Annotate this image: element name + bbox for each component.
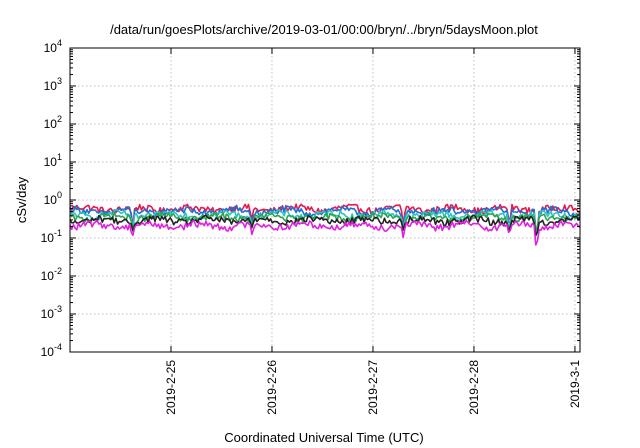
y-tick-exponent: -4 <box>54 342 62 352</box>
y-tick-label: 10-3 <box>41 304 62 321</box>
y-tick-exponent: -1 <box>54 228 62 238</box>
x-axis: 2019-2-25 2019-2-26 2019-2-27 2019-2-28 2019… <box>164 48 582 415</box>
y-tick-exponent: -2 <box>54 266 62 276</box>
data-series-line <box>69 209 581 233</box>
x-tick-label: 2019-2-26 <box>265 360 279 415</box>
y-tick-exponent: 2 <box>57 114 62 124</box>
y-tick-label: 104 <box>44 38 62 55</box>
y-tick-label: 10-1 <box>41 228 62 245</box>
grid <box>70 48 580 352</box>
y-tick-label: 10-4 <box>41 342 62 359</box>
y-tick-label: 101 <box>44 152 62 169</box>
y-tick-exponent: 4 <box>57 38 62 48</box>
data-series-line <box>69 211 581 233</box>
x-tick-label: 2019-3-1 <box>568 360 582 408</box>
y-tick-label: 100 <box>44 190 62 207</box>
data-series-line <box>69 203 581 230</box>
data-series-line <box>69 219 581 246</box>
x-tick-label: 2019-2-25 <box>164 360 178 415</box>
data-series-line <box>69 214 581 237</box>
x-tick-label: 2019-2-28 <box>467 360 481 415</box>
y-tick-exponent: -3 <box>54 304 62 314</box>
x-axis-label: Coordinated Universal Time (UTC) <box>224 430 423 445</box>
chart-title: /data/run/goesPlots/archive/2019-03-01/0… <box>110 22 538 37</box>
y-tick-label: 10-2 <box>41 266 62 283</box>
y-tick-exponent: 3 <box>57 76 62 86</box>
y-tick-label: 103 <box>44 76 62 93</box>
y-tick-exponent: 0 <box>57 190 62 200</box>
y-tick-exponent: 1 <box>57 152 62 162</box>
y-tick-label: 102 <box>44 114 62 131</box>
x-tick-label: 2019-2-27 <box>366 360 380 415</box>
series-group <box>69 203 581 246</box>
y-axis-label: cSv/day <box>14 176 29 223</box>
